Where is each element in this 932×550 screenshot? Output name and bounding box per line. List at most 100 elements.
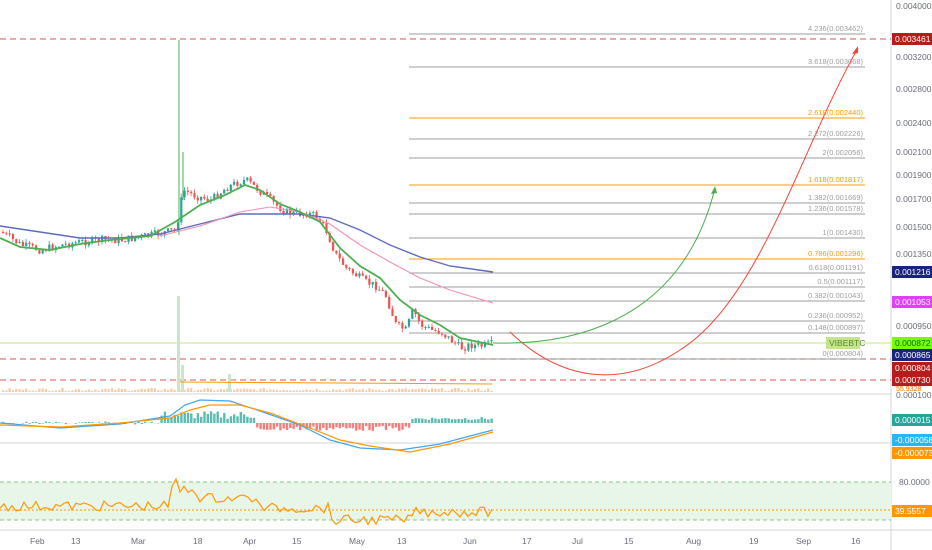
volume-bar	[38, 388, 41, 392]
macd-histogram-bar	[388, 423, 391, 427]
macd-histogram-bar	[391, 423, 394, 429]
candle	[246, 177, 249, 180]
time-tick-label: Mar	[131, 536, 146, 546]
volume-bar	[163, 388, 166, 392]
time-tick-label: 18	[193, 536, 203, 546]
volume-bar	[312, 390, 315, 392]
candle	[457, 342, 460, 344]
volume-bar	[480, 390, 483, 392]
volume-bar	[203, 388, 206, 392]
candle	[256, 184, 259, 191]
macd-histogram-bar	[183, 412, 186, 423]
candle	[206, 198, 209, 202]
candle	[361, 273, 364, 276]
macd-histogram-bar	[203, 411, 206, 423]
macd-histogram-bar	[285, 423, 289, 430]
candle	[351, 268, 354, 274]
macd-histogram-bar	[196, 413, 200, 423]
macd-histogram-bar	[483, 418, 487, 423]
candle	[153, 230, 156, 232]
candle	[183, 190, 186, 198]
candle	[394, 316, 397, 323]
volume-bar	[81, 390, 84, 392]
candle	[477, 343, 480, 345]
macd-histogram-bar	[414, 418, 417, 423]
macd-histogram-bar	[54, 421, 58, 423]
macd-histogram-bar	[328, 423, 332, 429]
macd-histogram-bar	[460, 419, 464, 423]
volume-bar	[440, 388, 444, 392]
candle	[8, 233, 11, 235]
candle	[407, 318, 411, 327]
macd-histogram-bar	[176, 415, 180, 423]
fib-level-label: 2(0.002056)	[822, 148, 863, 157]
volume-bar	[190, 388, 193, 392]
volume-bar	[417, 388, 420, 392]
macd-histogram-bar	[444, 417, 447, 423]
macd-histogram-bar	[252, 417, 256, 423]
volume-bar	[282, 389, 285, 392]
macd-histogram-bar	[473, 419, 477, 423]
volume-bar	[365, 390, 368, 392]
candle	[229, 184, 232, 191]
candle	[134, 237, 137, 242]
time-tick-label: Jun	[463, 536, 477, 546]
volume-bar	[437, 388, 440, 392]
macd-histogram-bar	[256, 423, 259, 428]
candle	[11, 234, 15, 240]
fib-level-label: 1.236(0.001578)	[807, 204, 863, 213]
macd-histogram-bar	[434, 418, 437, 423]
volume-bar	[177, 296, 180, 392]
candle	[460, 342, 463, 350]
volume-bar	[295, 390, 298, 392]
volume-bar	[467, 388, 470, 392]
time-tick-label: Sep	[796, 536, 812, 546]
fib-level-label: 2.272(0.002226)	[807, 129, 863, 138]
candle	[341, 258, 345, 265]
fib-level-label: 1.382(0.001669)	[807, 193, 863, 202]
volume-bar	[424, 388, 427, 392]
volume-ma-line	[179, 381, 493, 385]
price-tag: 0.000804	[892, 362, 932, 374]
candle	[338, 253, 341, 259]
price-tick-label: 0.002100	[896, 147, 932, 157]
volume-bar	[368, 388, 371, 392]
macd-histogram-bar	[167, 417, 170, 423]
macd-histogram-bar	[398, 423, 401, 431]
candle	[167, 228, 170, 232]
macd-histogram-bar	[269, 423, 272, 430]
candle	[348, 267, 351, 269]
macd-tag: 0.000015	[892, 414, 932, 426]
candle	[259, 190, 262, 195]
macd-histogram-bar	[417, 418, 421, 423]
macd-histogram-bar	[48, 422, 51, 423]
candle	[239, 184, 242, 186]
macd-histogram-bar	[335, 423, 338, 428]
candle	[378, 289, 381, 291]
macd-histogram-bar	[424, 419, 427, 423]
volume-bar	[252, 389, 255, 392]
macd-histogram-bar	[216, 411, 219, 423]
candle	[196, 197, 199, 201]
time-tick-label: Feb	[30, 536, 45, 546]
macd-histogram-bar	[219, 417, 223, 423]
volume-bar	[157, 390, 160, 392]
volume-bar	[266, 390, 269, 392]
macd-histogram-bar	[21, 423, 25, 424]
fib-level-label: 0.786(0.001296)	[807, 249, 863, 258]
macd-histogram-bar	[308, 423, 312, 429]
macd-histogram-bar	[11, 423, 15, 424]
candle	[249, 177, 252, 182]
volume-overlap-label: 55.9328	[896, 386, 922, 393]
macd-histogram-bar	[401, 423, 404, 430]
candle	[470, 343, 473, 349]
candle	[401, 322, 404, 329]
volume-bar	[341, 390, 345, 392]
macd-histogram-bar	[44, 421, 48, 423]
candle	[236, 181, 239, 186]
candle	[170, 228, 173, 230]
macd-histogram-bar	[213, 413, 216, 423]
price-tag: 0.000865	[892, 349, 932, 361]
candle	[450, 336, 453, 343]
